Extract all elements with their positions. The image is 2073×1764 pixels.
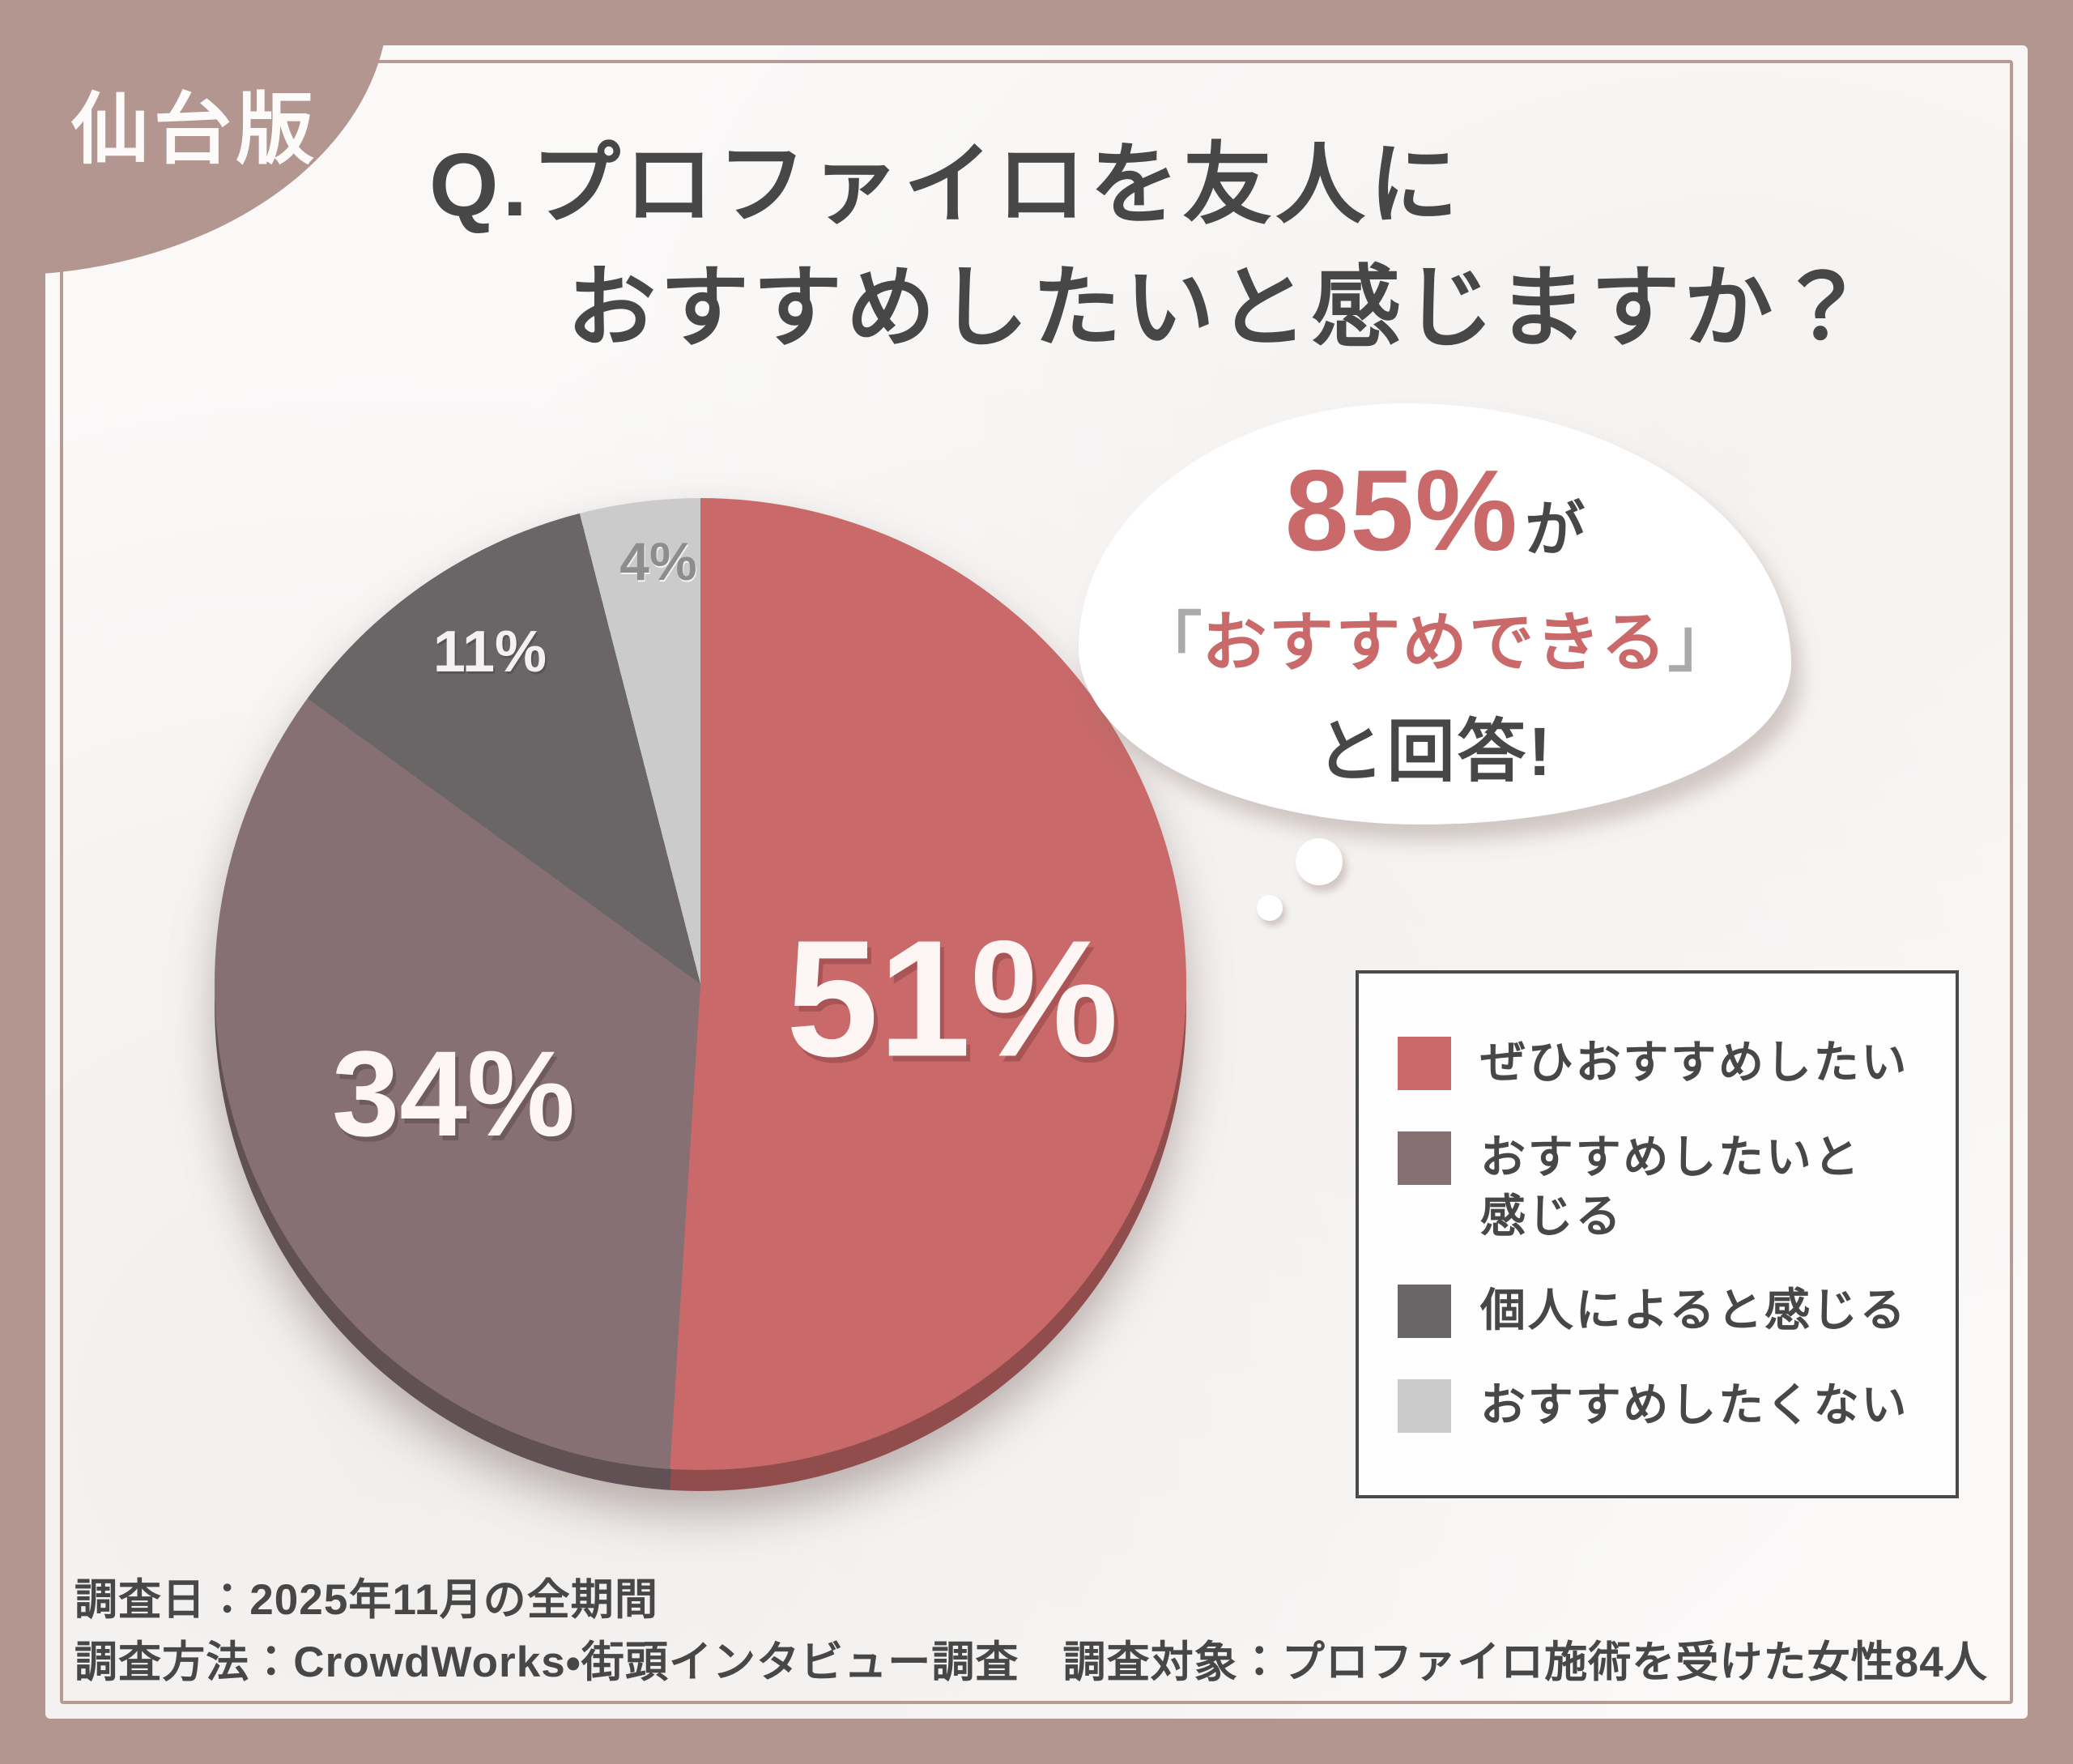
legend-label: 個人によると感じる [1480, 1285, 1908, 1336]
legend-label: ぜひおすすめしたい [1480, 1037, 1909, 1088]
callout-stat-line: 85% が [1285, 445, 1585, 577]
legend-swatch-red [1398, 1037, 1451, 1090]
pie-slice-label-4: 4% [619, 531, 697, 591]
pie-slice-label-51: 51% [785, 905, 1119, 1092]
legend-item-recommend: おすすめしたいと 感じる [1398, 1128, 1917, 1246]
legend-label: おすすめしたいと 感じる [1480, 1131, 1862, 1242]
legend-item-not-recommend: おすすめしたくない [1398, 1376, 1917, 1435]
pie-slice-label-11: 11% [432, 620, 547, 684]
legend-swatch-darkgray [1398, 1285, 1451, 1339]
survey-notes: 調査日：2025年11月の全期間 調査方法：CrowdWorks・街頭インタビュ… [74, 1570, 1988, 1694]
pie-slice-label-34: 34% [331, 1025, 576, 1161]
callout-conclusion: と回答! [1316, 713, 1554, 790]
speech-bubble-tail-large [1296, 838, 1343, 885]
callout-quote-close: 」 [1667, 606, 1733, 679]
question-title-line2: おすすめしたいと感じますか？ [567, 258, 1871, 358]
callout-quote-open: 「 [1137, 606, 1203, 679]
callout-quote-text: おすすめできる [1202, 606, 1668, 679]
legend-label: おすすめしたくない [1480, 1379, 1909, 1431]
legend-item-depends: 個人によると感じる [1398, 1281, 1917, 1340]
callout-quote-line: 「 おすすめできる 」 [1137, 590, 1732, 684]
survey-date: 調査日：2025年11月の全期間 [74, 1576, 658, 1624]
pie-chart: 51% 34% 11% 4% [215, 498, 1186, 1491]
pie [215, 498, 1186, 1470]
callout-stat-suffix: が [1525, 495, 1586, 563]
legend-item-recommend-strongly: ぜひおすすめしたい [1398, 1033, 1917, 1093]
legend-swatch-lightgray [1398, 1379, 1451, 1434]
legend-swatch-mauve [1398, 1131, 1451, 1185]
callout-stat: 85% [1284, 445, 1519, 575]
legend-box: ぜひおすすめしたい おすすめしたいと 感じる 個人によると感じる おすすめしたく… [1356, 970, 1959, 1498]
edition-badge-label: 仙台版 [71, 87, 319, 173]
speech-bubble-tail-small [1257, 895, 1283, 921]
survey-method-and-target: 調査方法：CrowdWorks・街頭インタビュー調査 調査対象：プロファイロ施術… [74, 1638, 1988, 1686]
question-title-line1: Q.プロファイロを友人に [429, 135, 1462, 235]
